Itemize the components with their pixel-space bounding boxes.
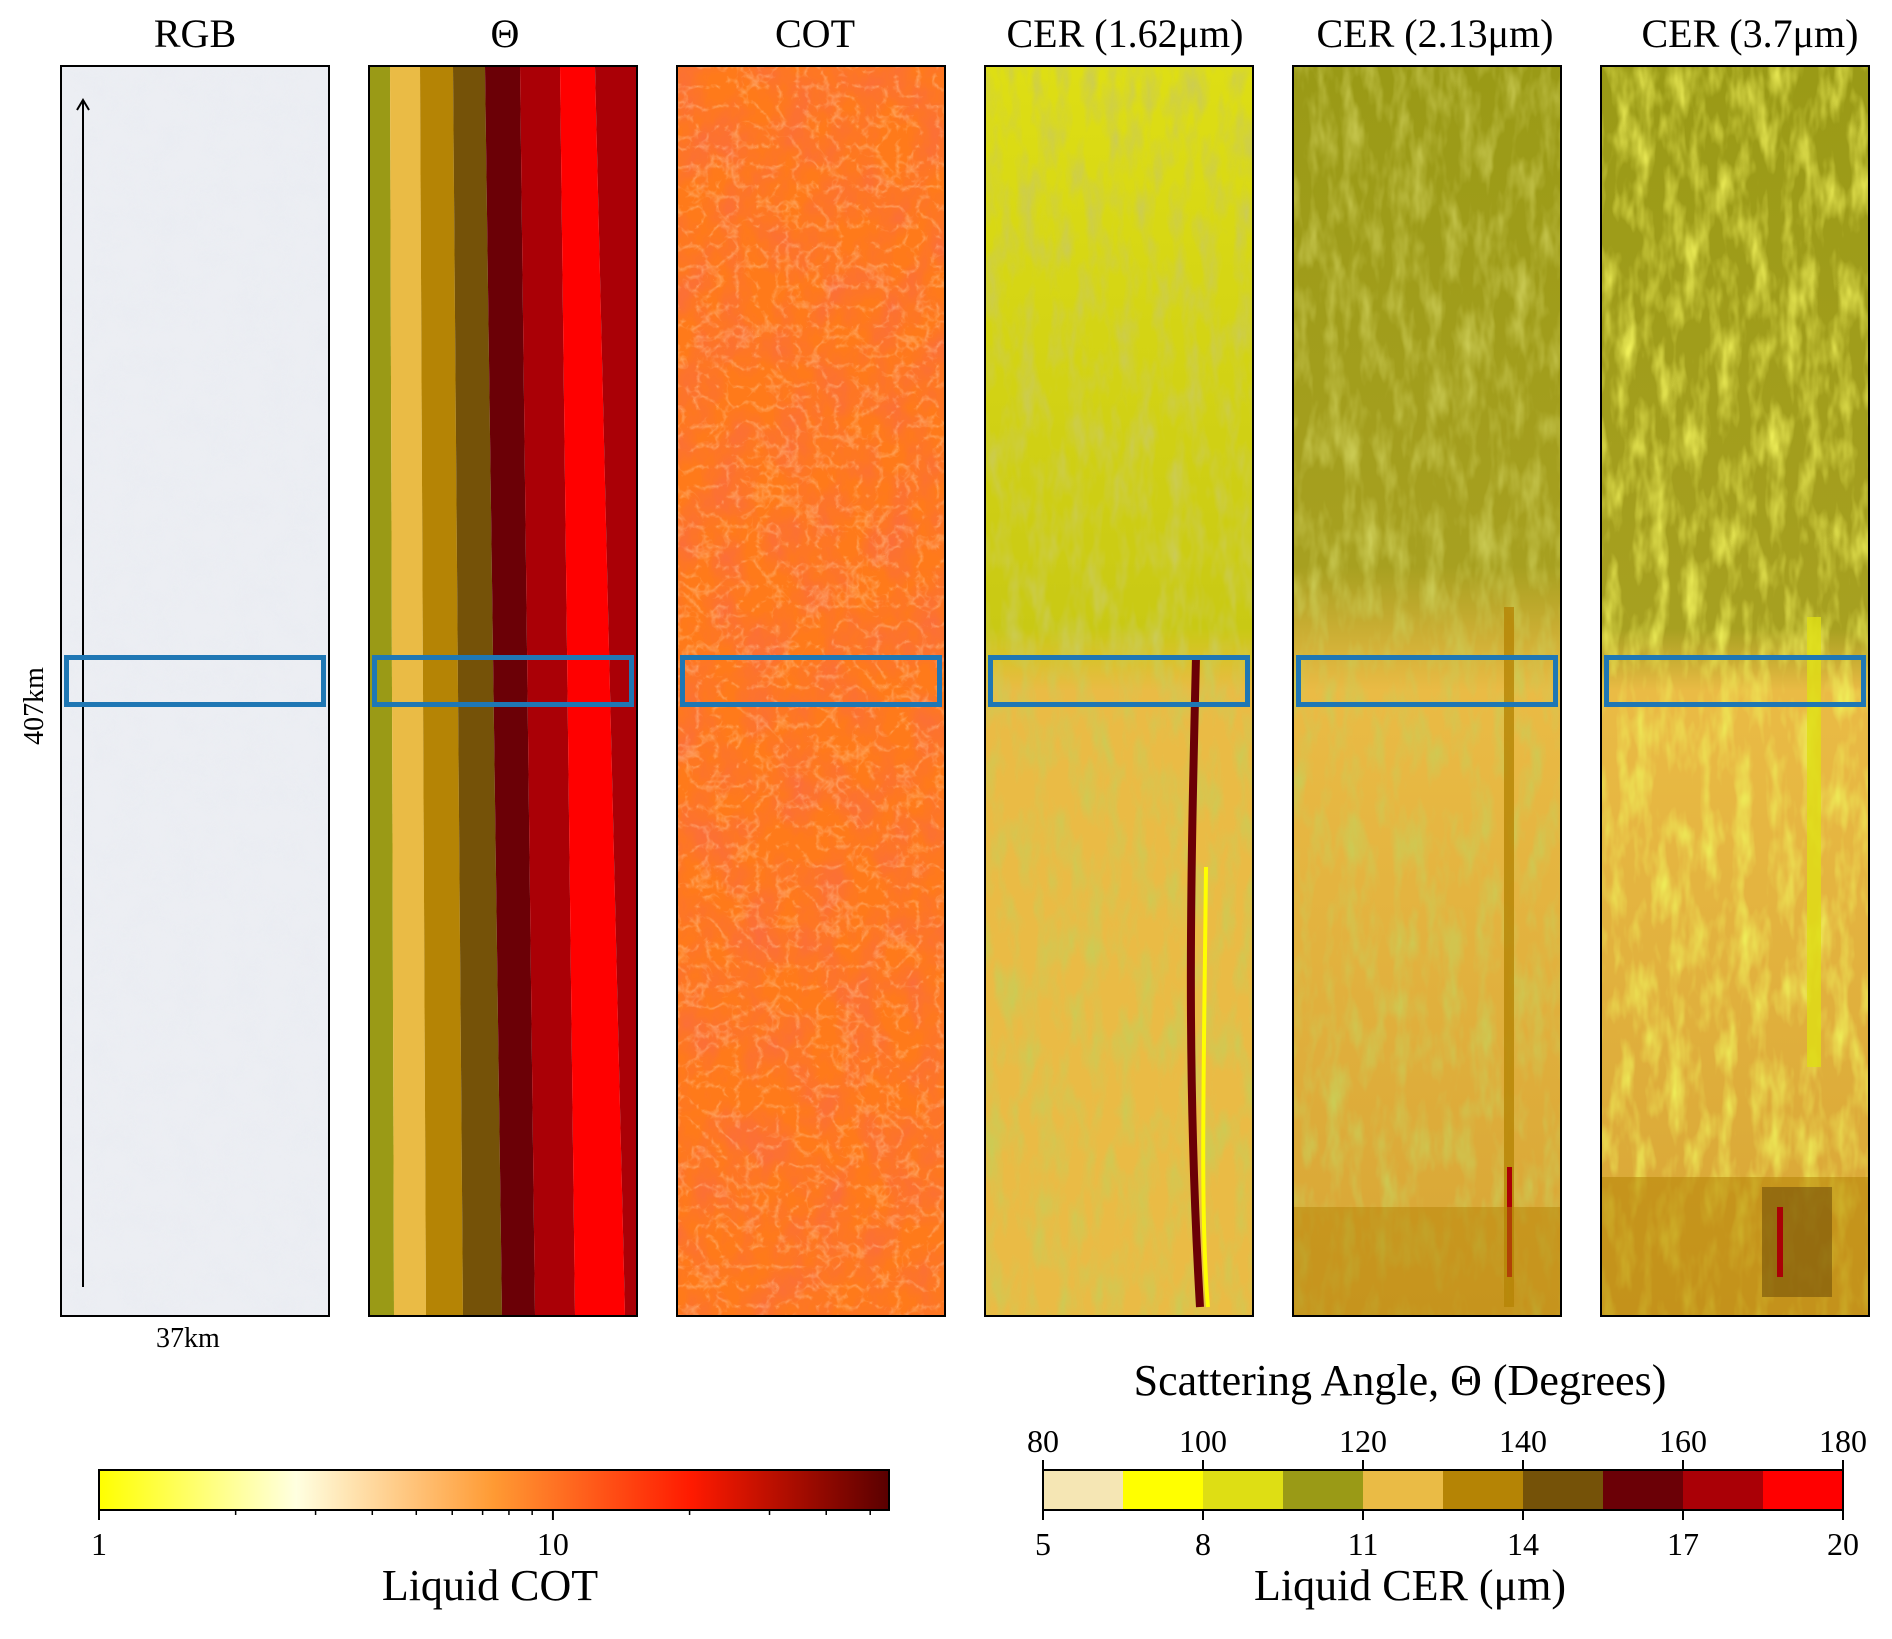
highlight-box xyxy=(988,655,1250,707)
cross-track-label: 37km xyxy=(156,1323,220,1354)
panel-title-cer-162: CER (1.62μm) xyxy=(1006,11,1244,56)
panel-title-cer-213: CER (2.13μm) xyxy=(1316,11,1554,56)
cer-colorbar-label: Liquid CER (μm) xyxy=(1253,1561,1567,1610)
cot-colorbar: 1 10 xyxy=(91,1469,890,1562)
cer-213-image xyxy=(1294,67,1560,1315)
cer-colorbar-class xyxy=(1123,1470,1204,1510)
cer-bottom-tick-label: 5 xyxy=(1035,1526,1051,1562)
panel-rgb xyxy=(60,65,330,1317)
theta-colorbar-label: Scattering Angle, Θ (Degrees) xyxy=(1133,1356,1667,1405)
cer-colorbar-class xyxy=(1043,1470,1124,1510)
cot-tick-label: 1 xyxy=(91,1526,107,1562)
panel-title-cer-37: CER (3.7μm) xyxy=(1641,11,1859,56)
cer-colorbar: 5 8 11 14 17 20 80 100 120 140 160 180 xyxy=(1027,1423,1867,1562)
panel-cer-37 xyxy=(1600,65,1870,1317)
theta-image xyxy=(370,67,636,1315)
theta-top-tick-label: 80 xyxy=(1027,1423,1059,1459)
panel-title-theta: Θ xyxy=(490,11,520,56)
cer-colorbar-class xyxy=(1763,1470,1844,1510)
cer-colorbar-frame xyxy=(1042,1469,1844,1511)
highlight-box xyxy=(680,655,942,707)
highlight-box xyxy=(372,655,634,707)
cer-colorbar-class xyxy=(1443,1470,1524,1510)
cot-colorbar-gradient xyxy=(98,1469,890,1511)
panel-cer-162 xyxy=(984,65,1254,1317)
cer-colorbar-class xyxy=(1523,1470,1604,1510)
panel-cer-213 xyxy=(1292,65,1562,1317)
cer-bottom-tick-label: 17 xyxy=(1667,1526,1699,1562)
cer-colorbar-class xyxy=(1683,1470,1764,1510)
cer-colorbar-class xyxy=(1603,1470,1684,1510)
cer-bottom-tick-label: 20 xyxy=(1827,1526,1859,1562)
cer-162-image xyxy=(986,67,1252,1315)
panel-title-rgb: RGB xyxy=(153,11,237,56)
theta-top-tick-label: 120 xyxy=(1339,1423,1387,1459)
theta-top-tick-label: 180 xyxy=(1819,1423,1867,1459)
theta-top-tick-label: 140 xyxy=(1499,1423,1547,1459)
panel-title-cot: COT xyxy=(775,11,855,56)
along-track-label: 407km xyxy=(18,667,50,745)
highlight-box xyxy=(64,655,326,707)
cot-image xyxy=(678,67,944,1315)
rgb-image xyxy=(62,67,328,1315)
cer-bottom-tick-label: 14 xyxy=(1507,1526,1539,1562)
cer-bottom-tick-label: 8 xyxy=(1195,1526,1211,1562)
cer-colorbar-class xyxy=(1203,1470,1284,1510)
cot-colorbar-label: Liquid COT xyxy=(381,1561,599,1610)
cer-colorbar-class xyxy=(1283,1470,1364,1510)
cer-37-image xyxy=(1602,67,1868,1315)
panel-cot xyxy=(676,65,946,1317)
highlight-box xyxy=(1604,655,1866,707)
theta-top-tick-label: 100 xyxy=(1179,1423,1227,1459)
cer-colorbar-class xyxy=(1363,1470,1444,1510)
cot-tick-label: 10 xyxy=(537,1526,569,1562)
panel-theta xyxy=(368,65,638,1317)
cer-bottom-tick-label: 11 xyxy=(1348,1526,1379,1562)
theta-top-tick-label: 160 xyxy=(1659,1423,1707,1459)
highlight-box xyxy=(1296,655,1558,707)
